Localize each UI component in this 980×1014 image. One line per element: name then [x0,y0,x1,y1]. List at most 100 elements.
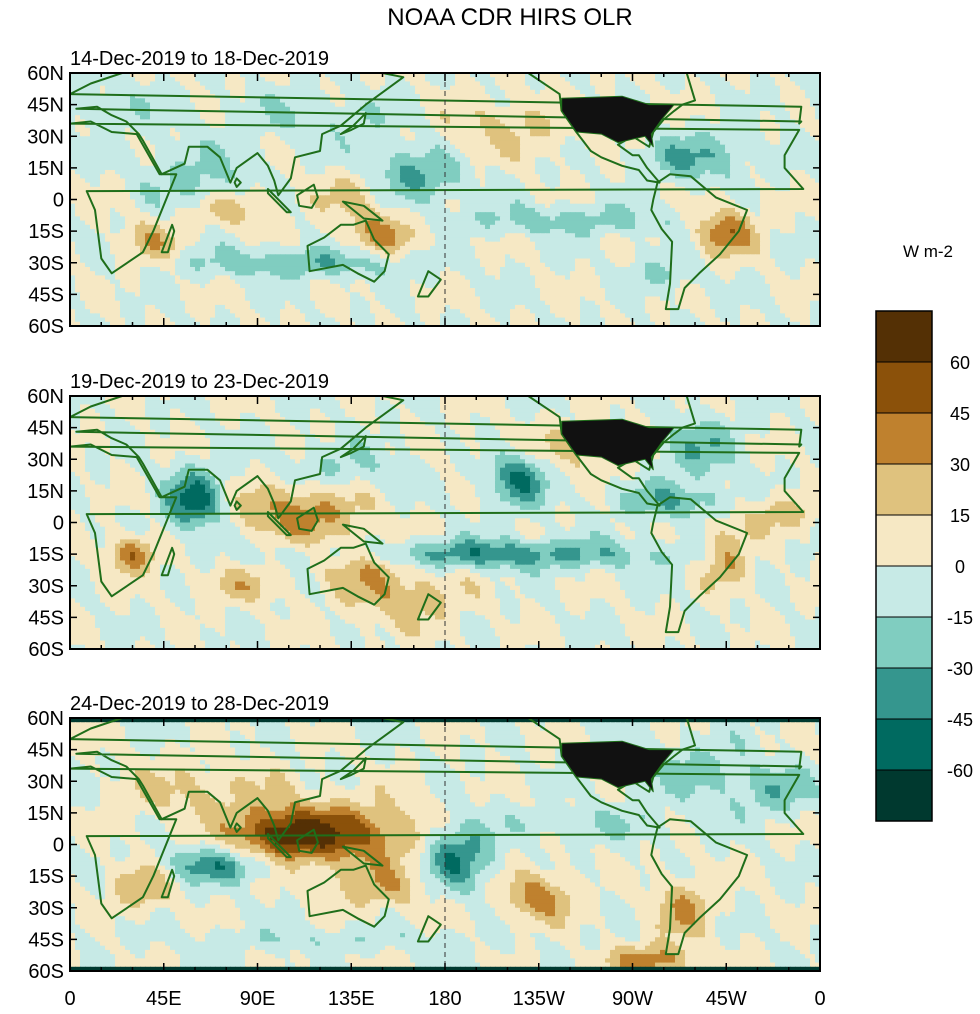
field-cell [775,203,781,209]
field-cell [135,174,141,180]
field-cell [145,140,151,146]
field-cell [315,161,321,167]
field-cell [320,186,326,192]
field-cell [755,123,761,129]
field-cell [235,140,241,146]
field-cell [545,73,551,78]
field-cell [665,98,671,104]
field-cell [800,174,806,180]
field-cell [365,144,371,150]
field-cell [225,144,231,150]
field-cell [775,165,781,171]
field-cell [115,81,121,87]
field-cell [130,89,136,95]
panel-1-label: 14-Dec-2019 to 18-Dec-2019 [70,48,329,70]
field-cell [455,132,461,137]
field-cell [630,81,636,87]
field-cell [500,191,506,196]
field-cell [550,102,556,108]
field-cell [110,85,116,91]
field-cell [295,127,301,133]
field-cell [720,115,726,120]
field-cell [340,203,346,209]
field-cell [70,127,76,133]
field-cell [760,191,766,196]
field-cell [665,85,671,91]
field-cell [685,182,691,188]
field-cell [625,140,631,146]
field-cell [325,195,331,201]
field-cell [190,186,196,192]
field-cell [360,94,366,99]
field-cell [795,102,801,108]
field-cell [765,85,771,91]
field-cell [770,207,776,213]
field-cell [815,203,820,209]
field-cell [500,123,506,129]
field-cell [745,77,751,83]
field-cell [95,182,101,188]
field-cell [195,81,201,87]
field-cell [565,148,571,154]
field-cell [170,115,176,120]
field-cell [765,169,771,175]
field-cell [785,110,791,116]
field-cell [330,161,336,167]
field-cell [310,127,316,133]
field-cell [310,136,316,142]
field-cell [220,85,226,91]
field-cell [280,73,286,78]
field-cell [735,98,741,104]
field-cell [265,148,271,154]
field-cell [570,77,576,83]
field-cell [280,136,286,142]
field-cell [355,191,361,196]
field-cell [280,89,286,95]
field-cell [330,203,336,209]
field-cell [490,127,496,133]
field-cell [265,98,271,104]
field-cell [155,148,161,154]
field-cell [240,136,246,142]
field-cell [340,132,346,137]
field-cell [695,195,701,201]
field-cell [190,123,196,129]
field-cell [135,119,141,125]
field-cell [210,169,216,175]
field-cell [520,195,526,201]
field-cell [215,102,221,108]
field-cell [220,191,226,196]
field-cell [760,169,766,175]
field-cell [750,140,756,146]
field-cell [590,89,596,95]
field-cell [680,191,686,196]
field-cell [640,178,646,184]
field-cell [195,106,201,112]
field-cell [470,169,476,175]
field-cell [695,85,701,91]
field-cell [720,110,726,116]
field-cell [295,140,301,146]
field-cell [290,77,296,83]
field-cell [770,73,776,78]
field-cell [235,77,241,83]
field-cell [275,165,281,171]
field-cell [505,127,511,133]
field-cell [750,98,756,104]
field-cell [775,169,781,175]
field-cell [270,161,276,167]
field-cell [790,115,796,120]
field-cell [105,212,111,217]
field-cell [305,73,311,78]
field-cell [215,182,221,188]
field-cell [485,157,491,163]
field-cell [725,136,731,142]
field-cell [290,85,296,91]
field-cell [715,127,721,133]
field-cell [190,203,196,209]
field-cell [160,136,166,142]
field-cell [380,199,386,205]
field-cell [100,203,106,209]
field-cell [735,199,741,205]
field-cell [750,94,756,99]
